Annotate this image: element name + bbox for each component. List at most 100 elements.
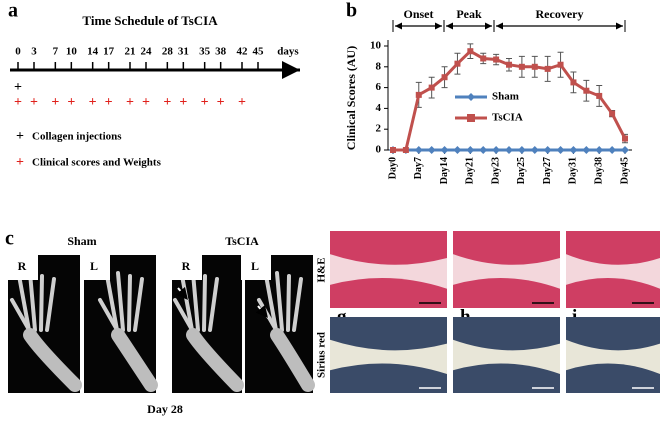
days-unit: days bbox=[277, 46, 299, 58]
legend-text: Clinical scores and Weights bbox=[32, 157, 162, 169]
marker-square bbox=[570, 79, 577, 86]
group-label: Sham bbox=[67, 234, 96, 248]
day-label: 45 bbox=[253, 46, 265, 58]
day-label: 38 bbox=[215, 46, 227, 58]
digit bbox=[39, 274, 44, 332]
y-tick-label: 10 bbox=[370, 40, 382, 52]
y-tick-label: 6 bbox=[376, 81, 382, 93]
marker-diamond bbox=[453, 146, 462, 154]
tissue bbox=[453, 278, 560, 308]
marker-diamond bbox=[621, 146, 629, 154]
side-label: L bbox=[251, 259, 259, 273]
group-label: TsCIA bbox=[225, 234, 259, 248]
tissue bbox=[330, 278, 447, 308]
digit bbox=[286, 274, 291, 332]
digit bbox=[202, 274, 207, 332]
marker-diamond bbox=[492, 146, 501, 154]
side-box bbox=[172, 255, 202, 280]
y-axis-label: Clinical Scores (AU) bbox=[344, 46, 358, 150]
panel-letter: c bbox=[5, 228, 14, 250]
day-label: 35 bbox=[199, 46, 211, 58]
marker-square bbox=[415, 91, 422, 98]
tissue bbox=[453, 317, 560, 351]
day-label: 14 bbox=[87, 46, 99, 58]
wrist bbox=[111, 328, 158, 392]
digit bbox=[127, 274, 132, 332]
marker-square bbox=[622, 135, 628, 142]
pointer-arrow bbox=[175, 286, 189, 301]
panel-letter: g bbox=[337, 306, 347, 327]
red-star: + bbox=[201, 95, 209, 110]
marker-square bbox=[390, 147, 396, 153]
marker-diamond bbox=[569, 146, 578, 154]
day-label: 17 bbox=[103, 46, 115, 58]
tissue bbox=[566, 278, 660, 308]
red-star: + bbox=[179, 95, 187, 110]
red-star: + bbox=[89, 95, 97, 110]
marker-square bbox=[480, 55, 487, 62]
black-plus: + bbox=[14, 80, 22, 95]
red-star: + bbox=[105, 95, 113, 110]
x-tick-label: Day23 bbox=[490, 157, 501, 184]
red-star: + bbox=[51, 95, 59, 110]
legend-label: TsCIA bbox=[492, 112, 523, 124]
marker-diamond bbox=[543, 146, 552, 154]
wrist bbox=[270, 328, 315, 392]
caption: Day 28 bbox=[147, 402, 183, 416]
digit bbox=[191, 271, 200, 332]
day-label: 42 bbox=[237, 46, 249, 58]
marker-square bbox=[402, 147, 409, 153]
marker-square bbox=[609, 110, 616, 117]
side-label: R bbox=[18, 259, 27, 273]
tissue bbox=[566, 231, 660, 265]
y-tick-label: 4 bbox=[376, 102, 382, 114]
timeline-title: Time Schedule of TsCIA bbox=[82, 13, 218, 28]
day-label: 28 bbox=[162, 46, 174, 58]
x-tick-label: Day0 bbox=[387, 157, 398, 179]
marker-diamond bbox=[595, 146, 604, 154]
panel-letter: a bbox=[8, 0, 18, 22]
digit bbox=[45, 277, 56, 332]
tissue bbox=[330, 363, 447, 393]
red-star: + bbox=[14, 95, 22, 110]
digit bbox=[133, 277, 144, 332]
marker-diamond bbox=[440, 146, 449, 154]
x-tick-label: Day25 bbox=[516, 157, 527, 184]
tissue bbox=[453, 231, 560, 265]
marker-square bbox=[544, 65, 551, 72]
red-star: + bbox=[142, 95, 150, 110]
tissue bbox=[330, 231, 447, 265]
marker-diamond bbox=[517, 146, 526, 154]
phase-label: Peak bbox=[456, 7, 482, 21]
marker-diamond bbox=[582, 146, 591, 154]
digit bbox=[208, 277, 219, 332]
legend-text: Collagen injections bbox=[32, 131, 122, 143]
panel-letter: b bbox=[346, 0, 357, 22]
digit bbox=[275, 271, 284, 332]
y-tick-label: 8 bbox=[376, 60, 382, 72]
paw bbox=[173, 268, 244, 392]
marker-square bbox=[454, 60, 461, 67]
wrist bbox=[23, 328, 82, 392]
digit bbox=[292, 277, 303, 332]
legend-marker bbox=[467, 93, 475, 101]
marker-diamond bbox=[479, 146, 488, 154]
day-label: 21 bbox=[125, 46, 136, 58]
x-tick-label: Day38 bbox=[594, 157, 605, 184]
marker-square bbox=[557, 61, 564, 68]
marker-square bbox=[493, 56, 500, 63]
legend-label: Sham bbox=[492, 91, 519, 103]
x-tick-label: Day14 bbox=[439, 157, 450, 184]
marker-diamond bbox=[556, 146, 565, 154]
panel-letter: i bbox=[572, 306, 577, 327]
day-label: 24 bbox=[141, 46, 153, 58]
tissue bbox=[453, 363, 560, 393]
marker-square bbox=[441, 74, 448, 81]
wrist bbox=[186, 328, 244, 392]
marker-square bbox=[531, 63, 538, 70]
red-star: + bbox=[217, 95, 225, 110]
phase-label: Onset bbox=[404, 7, 434, 21]
paw bbox=[257, 268, 315, 392]
